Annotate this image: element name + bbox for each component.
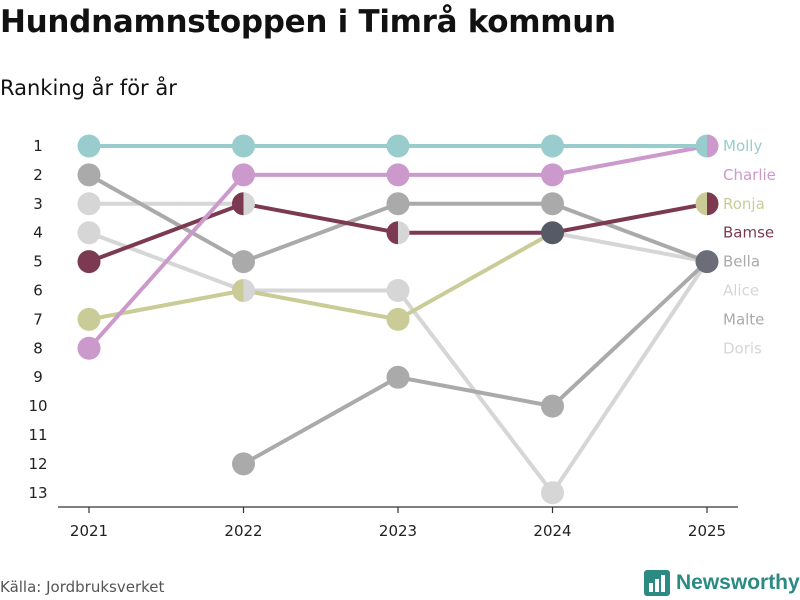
end-label-bella: Bella	[723, 253, 760, 271]
series-line-bella	[87, 172, 709, 264]
end-labels: Molly Charlie Ronja Bamse Bella Alice Malte Dor…	[723, 137, 776, 357]
marker-molly-2022	[232, 134, 255, 158]
marker-malte-2022	[232, 452, 255, 476]
source-note: Källa: Jordbruksverket	[0, 578, 165, 596]
end-label-malte: Malte	[723, 310, 764, 328]
marker-malte-2024	[541, 394, 564, 418]
end-label-bamse: Bamse	[723, 224, 774, 242]
shared-marker-2025-rank-3	[695, 192, 719, 216]
x-tick-label: 2023	[379, 522, 417, 540]
marker-bella-2021	[77, 163, 101, 187]
shared-marker-2025-rank-1	[695, 134, 719, 158]
y-tick-label: 4	[33, 224, 43, 242]
marker-bamse-2021	[77, 250, 101, 274]
y-tick-label: 13	[28, 484, 47, 502]
y-tick-label: 2	[33, 166, 43, 184]
y-tick-label: 10	[28, 397, 47, 415]
marker-doris-2021	[77, 221, 101, 245]
marker-alice-2021	[77, 192, 101, 216]
shared-marker-2025-rank-5	[695, 250, 719, 274]
marker-doris-2024	[541, 481, 564, 505]
end-label-charlie: Charlie	[723, 166, 776, 184]
y-tick-label: 9	[33, 368, 43, 386]
y-tick-label: 12	[28, 455, 47, 473]
marker-molly-2021	[77, 134, 101, 158]
marker-malte-2023	[386, 365, 410, 389]
x-tick-label: 2021	[70, 522, 108, 540]
end-label-molly: Molly	[723, 137, 762, 155]
y-tick-label: 1	[33, 137, 43, 155]
marker-bella-2024	[541, 192, 564, 216]
chart-title: Hundnamnstoppen i Timrå kommun	[0, 4, 616, 40]
marker-molly-2023	[386, 134, 410, 158]
marker-charlie-2023	[386, 163, 410, 187]
y-tick-label: 7	[33, 310, 43, 328]
marker-ronja-2021	[77, 307, 101, 331]
y-tick-label: 3	[33, 195, 43, 213]
shared-marker-2024-rank-4	[541, 221, 564, 245]
shared-marker-2022-rank-6	[232, 279, 256, 302]
y-tick-label: 8	[33, 339, 43, 357]
series-line-doris	[87, 230, 709, 495]
x-tick-label: 2025	[688, 522, 726, 540]
y-tick-label: 5	[33, 253, 43, 271]
marker-charlie-2022	[232, 163, 255, 187]
marker-bella-2023	[386, 192, 410, 216]
end-label-ronja: Ronja	[723, 195, 765, 213]
marker-bella-2022	[232, 250, 255, 274]
marker-molly-2024	[541, 134, 564, 158]
brand-name: Newsworthy	[676, 571, 800, 594]
end-label-alice: Alice	[723, 282, 759, 300]
shared-marker-2022-rank-3	[232, 192, 256, 216]
brand-logo: Newsworthy	[644, 570, 800, 596]
y-tick-label: 11	[28, 426, 47, 444]
series-markers	[77, 134, 719, 505]
marker-doris-2023	[386, 279, 410, 302]
shared-marker-2023-rank-4	[386, 221, 410, 245]
marker-ronja-2023	[386, 307, 410, 331]
series-line-malte	[241, 259, 709, 466]
newsworthy-icon	[644, 570, 670, 596]
x-tick-label: 2024	[533, 522, 571, 540]
marker-charlie-2024	[541, 163, 564, 187]
chart-subtitle: Ranking år för år	[0, 76, 177, 100]
x-tick-label: 2022	[224, 522, 262, 540]
series-line-alice	[550, 230, 709, 264]
y-tick-label: 6	[33, 282, 43, 300]
end-label-doris: Doris	[723, 339, 762, 357]
marker-charlie-2021	[77, 336, 101, 360]
